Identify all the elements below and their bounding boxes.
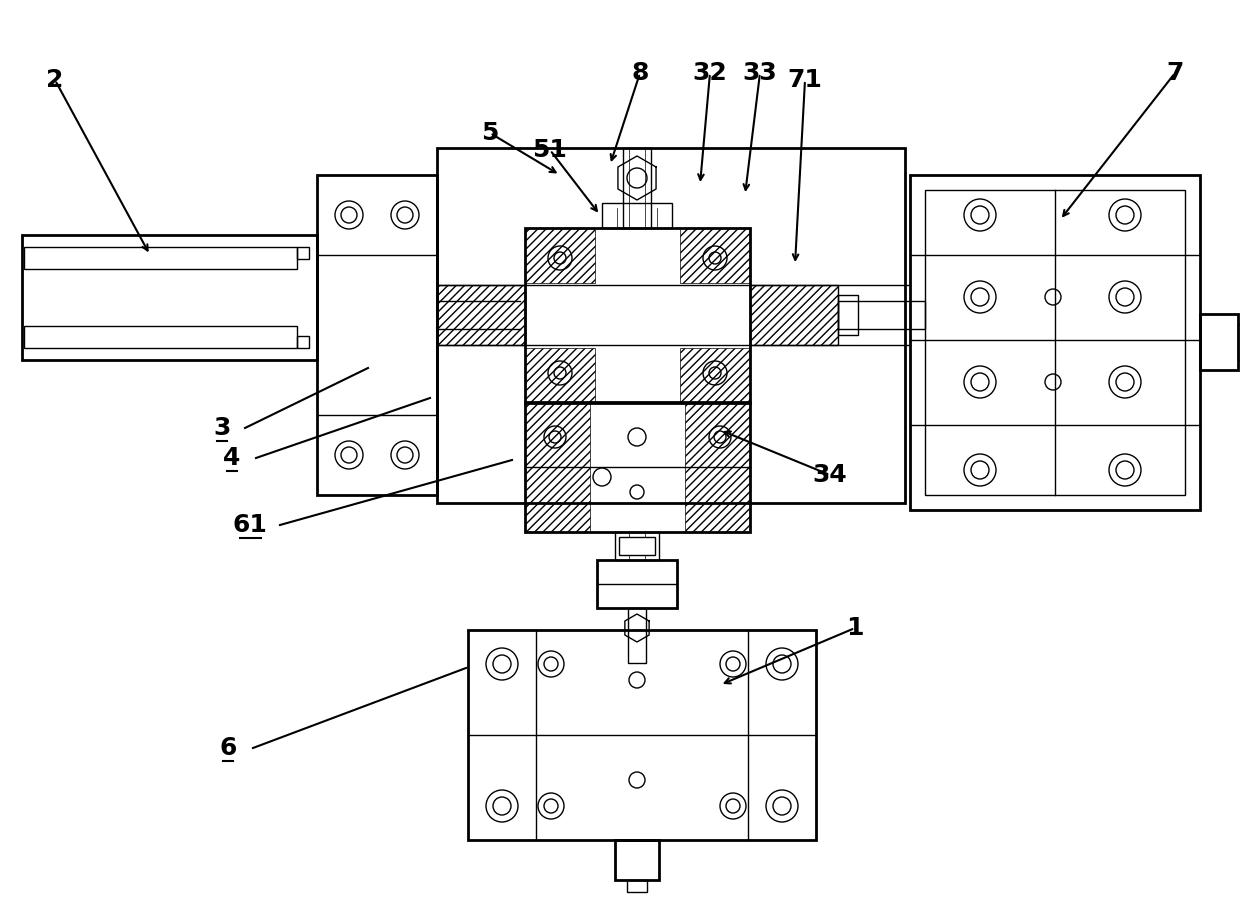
Text: 32: 32: [693, 61, 728, 85]
Bar: [622, 148, 651, 228]
Text: 71: 71: [787, 68, 822, 92]
Text: 5: 5: [481, 121, 498, 145]
Bar: [680, 348, 750, 403]
Bar: [750, 285, 838, 345]
Bar: [525, 228, 750, 403]
Text: 3: 3: [213, 416, 231, 440]
Bar: [910, 175, 1200, 510]
Bar: [750, 285, 838, 345]
Bar: [925, 190, 1185, 495]
Bar: [436, 285, 525, 345]
Bar: [619, 537, 655, 555]
Bar: [436, 148, 905, 503]
Bar: [467, 630, 816, 840]
Bar: [22, 235, 317, 360]
Bar: [298, 336, 309, 348]
Bar: [24, 247, 298, 269]
Bar: [525, 467, 590, 532]
Text: 51: 51: [532, 138, 568, 162]
Bar: [601, 203, 672, 228]
Bar: [838, 295, 858, 335]
Text: 2: 2: [46, 68, 63, 92]
Bar: [24, 326, 298, 348]
Bar: [684, 467, 750, 532]
Bar: [525, 402, 590, 467]
Bar: [615, 840, 658, 880]
Text: 4: 4: [223, 446, 241, 470]
Text: 61: 61: [233, 513, 268, 537]
Bar: [838, 301, 925, 329]
Bar: [684, 402, 750, 467]
Text: 34: 34: [812, 463, 847, 487]
Text: 1: 1: [846, 616, 864, 640]
Bar: [680, 228, 750, 283]
Bar: [525, 402, 750, 532]
Bar: [1200, 314, 1238, 370]
Text: 8: 8: [631, 61, 649, 85]
Bar: [317, 175, 436, 495]
Bar: [596, 560, 677, 608]
Bar: [525, 348, 595, 403]
Bar: [298, 247, 309, 259]
Text: 33: 33: [743, 61, 777, 85]
Bar: [525, 228, 595, 283]
Bar: [627, 608, 646, 663]
Text: 7: 7: [1167, 61, 1184, 85]
Bar: [1238, 324, 1240, 360]
Bar: [436, 285, 525, 345]
Bar: [615, 532, 658, 560]
Bar: [627, 880, 647, 892]
Text: 6: 6: [219, 736, 237, 760]
